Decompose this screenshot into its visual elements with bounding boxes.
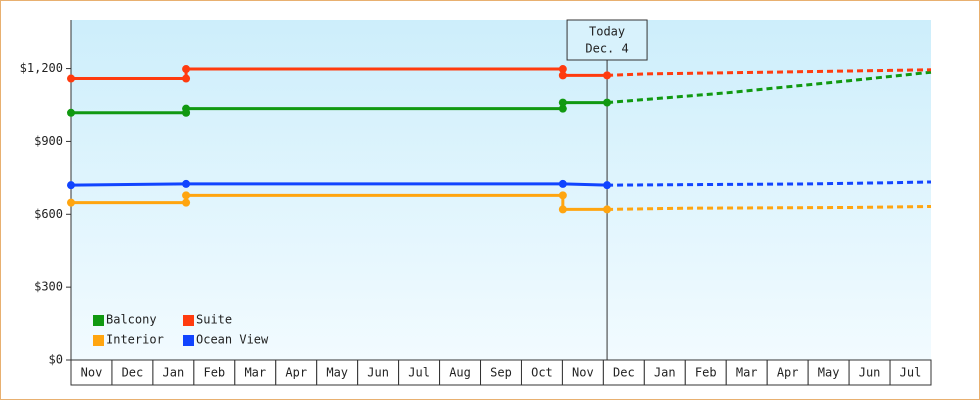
x-tick-label: Nov xyxy=(572,366,594,380)
x-tick-cell xyxy=(602,359,645,386)
legend-label: Balcony xyxy=(106,313,157,327)
y-tick-label: $0 xyxy=(49,353,63,367)
price-point xyxy=(182,65,191,74)
y-tick-label: $1,200 xyxy=(20,61,63,75)
x-tick-label: Jan xyxy=(163,366,185,380)
x-tick-cell xyxy=(357,359,400,386)
x-tick-cell xyxy=(889,359,932,386)
x-tick-cell xyxy=(725,359,768,386)
price-point xyxy=(603,205,612,214)
x-tick-label: Nov xyxy=(81,366,103,380)
x-tick-label: Feb xyxy=(203,366,225,380)
x-tick-cell xyxy=(111,359,154,386)
price-point xyxy=(182,74,191,83)
forecast-line xyxy=(607,205,932,211)
y-tick-label: $300 xyxy=(34,280,63,294)
price-point xyxy=(558,191,567,200)
x-tick-cell xyxy=(275,359,318,386)
price-point xyxy=(182,104,191,113)
x-tick-label: Aug xyxy=(449,366,471,380)
x-tick-cell xyxy=(684,359,727,386)
forecast-line xyxy=(607,68,932,77)
legend-swatch xyxy=(183,335,194,346)
x-tick-cell xyxy=(848,359,891,386)
x-tick-label: Jul xyxy=(900,366,922,380)
x-tick-label: Apr xyxy=(777,366,799,380)
legend-label: Interior xyxy=(106,333,164,347)
price-point xyxy=(182,179,191,188)
today-box xyxy=(566,19,648,61)
x-tick-label: Jun xyxy=(367,366,389,380)
price-point xyxy=(603,71,612,80)
legend-swatch xyxy=(93,315,104,326)
price-point xyxy=(67,108,75,117)
legend-swatch xyxy=(183,315,194,326)
x-tick-cell xyxy=(643,359,686,386)
price-point xyxy=(67,198,75,207)
price-point xyxy=(558,179,567,188)
x-tick-label: Feb xyxy=(695,366,717,380)
x-tick-label: Jun xyxy=(859,366,881,380)
plot-area xyxy=(71,20,931,360)
price-point xyxy=(67,181,75,190)
x-tick-cell xyxy=(70,359,113,386)
price-point xyxy=(603,181,612,190)
price-line xyxy=(71,67,608,81)
x-tick-label: May xyxy=(326,366,348,380)
x-tick-label: May xyxy=(818,366,840,380)
x-tick-label: Mar xyxy=(736,366,758,380)
x-tick-cell xyxy=(316,359,359,386)
x-tick-cell xyxy=(234,359,277,386)
price-line xyxy=(71,193,608,211)
price-point xyxy=(603,98,612,107)
y-tick-label: $600 xyxy=(34,207,63,221)
price-point xyxy=(182,198,191,207)
x-tick-cell xyxy=(193,359,236,386)
price-point xyxy=(558,104,567,113)
legend-swatch xyxy=(93,335,104,346)
x-tick-label: Apr xyxy=(285,366,307,380)
x-tick-label: Dec xyxy=(122,366,144,380)
price-point xyxy=(67,74,75,83)
x-tick-cell xyxy=(766,359,809,386)
x-tick-cell xyxy=(439,359,482,386)
today-label: Dec. 4 xyxy=(585,42,628,56)
x-tick-cell xyxy=(561,359,604,386)
x-tick-label: Jan xyxy=(654,366,676,380)
legend-label: Ocean View xyxy=(196,333,269,347)
forecast-line xyxy=(606,70,932,105)
x-tick-cell xyxy=(807,359,850,386)
price-point xyxy=(558,205,567,214)
x-tick-label: Sep xyxy=(490,366,512,380)
today-label: Today xyxy=(589,25,625,39)
x-tick-cell xyxy=(152,359,195,386)
forecast-line xyxy=(607,180,932,187)
price-point xyxy=(558,71,567,80)
price-point xyxy=(182,191,191,200)
price-line xyxy=(70,182,608,187)
x-tick-cell xyxy=(398,359,441,386)
price-line xyxy=(71,101,608,115)
x-tick-label: Dec xyxy=(613,366,635,380)
x-tick-label: Oct xyxy=(531,366,553,380)
x-tick-label: Mar xyxy=(244,366,266,380)
price-point xyxy=(558,98,567,107)
x-tick-label: Jul xyxy=(408,366,430,380)
legend-label: Suite xyxy=(196,313,232,327)
price-point xyxy=(558,65,567,74)
y-tick-label: $900 xyxy=(34,134,63,148)
